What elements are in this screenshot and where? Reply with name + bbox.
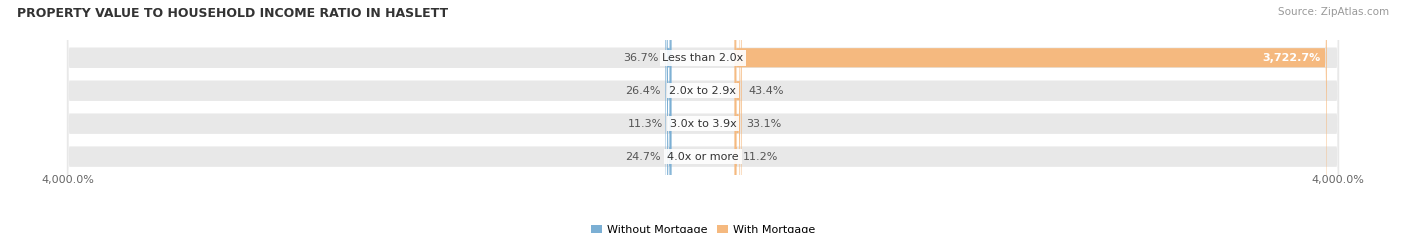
FancyBboxPatch shape [735,0,740,233]
FancyBboxPatch shape [67,0,1339,233]
FancyBboxPatch shape [67,0,1339,233]
Legend: Without Mortgage, With Mortgage: Without Mortgage, With Mortgage [586,220,820,233]
Text: 43.4%: 43.4% [748,86,783,96]
FancyBboxPatch shape [665,0,671,233]
FancyBboxPatch shape [669,0,671,233]
FancyBboxPatch shape [735,0,737,233]
Text: 2.0x to 2.9x: 2.0x to 2.9x [669,86,737,96]
Text: PROPERTY VALUE TO HOUSEHOLD INCOME RATIO IN HASLETT: PROPERTY VALUE TO HOUSEHOLD INCOME RATIO… [17,7,449,20]
Text: 4,000.0%: 4,000.0% [42,175,94,185]
FancyBboxPatch shape [735,0,1327,233]
FancyBboxPatch shape [735,0,742,233]
Text: 24.7%: 24.7% [626,152,661,162]
Text: 26.4%: 26.4% [626,86,661,96]
FancyBboxPatch shape [67,0,1339,233]
Text: 33.1%: 33.1% [747,119,782,129]
FancyBboxPatch shape [668,0,671,233]
Text: Source: ZipAtlas.com: Source: ZipAtlas.com [1278,7,1389,17]
FancyBboxPatch shape [666,0,671,233]
FancyBboxPatch shape [67,0,1339,233]
Text: 36.7%: 36.7% [624,53,659,63]
Text: 4.0x or more: 4.0x or more [668,152,738,162]
Text: 11.2%: 11.2% [742,152,779,162]
Text: Less than 2.0x: Less than 2.0x [662,53,744,63]
Text: 3.0x to 3.9x: 3.0x to 3.9x [669,119,737,129]
Text: 4,000.0%: 4,000.0% [1312,175,1364,185]
Text: 11.3%: 11.3% [628,119,664,129]
Text: 3,722.7%: 3,722.7% [1263,53,1320,63]
